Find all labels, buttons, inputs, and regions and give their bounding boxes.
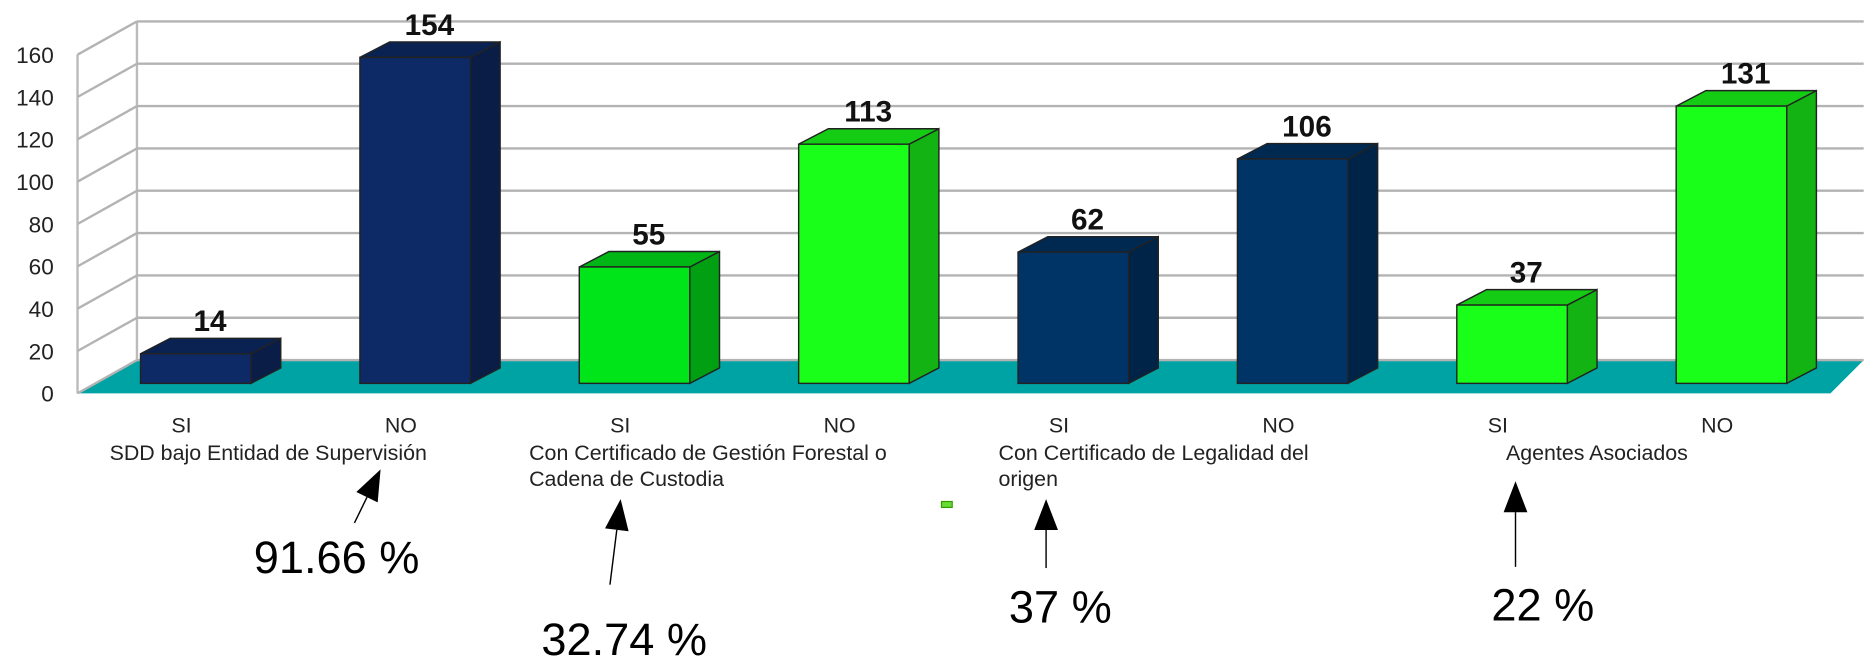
arrow-head — [1503, 481, 1528, 513]
group-label: Con Certificado de Legalidad del — [999, 441, 1309, 465]
y-tick-label: 0 — [41, 382, 54, 407]
grid-line — [76, 316, 138, 353]
value-label: 106 — [1282, 110, 1332, 143]
bar-side — [1785, 89, 1818, 385]
group-label: Agentes Asociados — [1506, 441, 1688, 465]
y-tick-label: 80 — [29, 212, 54, 237]
bar — [1236, 158, 1349, 385]
value-label: 37 — [1510, 256, 1543, 289]
grid-line — [76, 359, 138, 395]
y-tick-label: 120 — [16, 128, 54, 153]
bar-side — [1566, 288, 1598, 385]
floor — [77, 360, 1864, 394]
y-tick-label: 140 — [16, 85, 54, 110]
bar — [1456, 304, 1569, 385]
bar — [1675, 105, 1788, 385]
group-label: Cadena de Custodia — [529, 467, 724, 491]
grid-line — [76, 274, 138, 310]
y-tick-label: 60 — [29, 255, 54, 280]
legend-swatch — [940, 500, 953, 509]
x-tick-label: NO — [1262, 414, 1294, 438]
x-tick-label: NO — [385, 414, 417, 438]
grid-line — [76, 232, 138, 268]
grid-line — [76, 105, 138, 141]
annotation: 32.74 % — [541, 614, 707, 656]
grid-line — [76, 20, 138, 56]
value-label: 113 — [844, 96, 892, 129]
y-tick-label: 100 — [16, 170, 54, 195]
arrow-shaft — [609, 529, 618, 585]
x-tick-label: SI — [171, 414, 191, 438]
grid-line — [76, 62, 138, 99]
x-tick-label: NO — [824, 414, 856, 438]
bar — [359, 56, 472, 385]
x-tick-label: NO — [1701, 414, 1733, 438]
bar-side — [1127, 235, 1159, 385]
bar — [1017, 251, 1130, 385]
x-tick-label: SI — [1049, 414, 1069, 438]
grid-line — [76, 189, 138, 226]
arrow-head — [356, 469, 381, 503]
arrow-head — [1034, 499, 1058, 531]
annotation: 91.66 % — [254, 532, 420, 583]
arrow-shaft — [353, 496, 368, 524]
bar-side — [469, 40, 501, 385]
arrow-head — [605, 499, 629, 532]
annotation: 22 % — [1491, 579, 1594, 630]
value-label: 14 — [194, 305, 228, 338]
y-tick-label: 40 — [29, 297, 54, 322]
group-label: Con Certificado de Gestión Forestal o — [529, 441, 887, 465]
value-label: 62 — [1071, 204, 1104, 237]
x-tick-label: SI — [610, 414, 630, 438]
group-label: origen — [999, 467, 1058, 491]
x-tick-label: SI — [1488, 414, 1508, 438]
y-tick-label: 160 — [16, 43, 54, 68]
grid-line — [76, 147, 138, 183]
bar — [578, 266, 691, 385]
bar-side — [689, 250, 721, 385]
value-label: 55 — [632, 218, 665, 251]
annotation: 37 % — [1009, 582, 1112, 633]
bar — [797, 143, 910, 385]
group-label: SDD bajo Entidad de Supervisión — [110, 441, 427, 465]
value-label: 131 — [1721, 57, 1771, 90]
bar — [139, 353, 252, 385]
y-tick-label: 20 — [29, 339, 54, 364]
value-label: 154 — [405, 9, 455, 42]
bar-side — [1347, 142, 1379, 385]
bar-side — [908, 127, 940, 385]
